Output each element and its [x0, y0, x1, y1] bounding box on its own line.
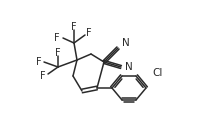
Text: F: F — [36, 57, 42, 67]
Text: F: F — [86, 28, 92, 38]
Text: F: F — [40, 71, 46, 81]
Text: F: F — [54, 33, 60, 43]
Text: F: F — [71, 22, 77, 32]
Text: Cl: Cl — [152, 68, 162, 78]
Text: N: N — [125, 62, 133, 72]
Text: F: F — [55, 48, 61, 58]
Text: N: N — [122, 38, 130, 48]
